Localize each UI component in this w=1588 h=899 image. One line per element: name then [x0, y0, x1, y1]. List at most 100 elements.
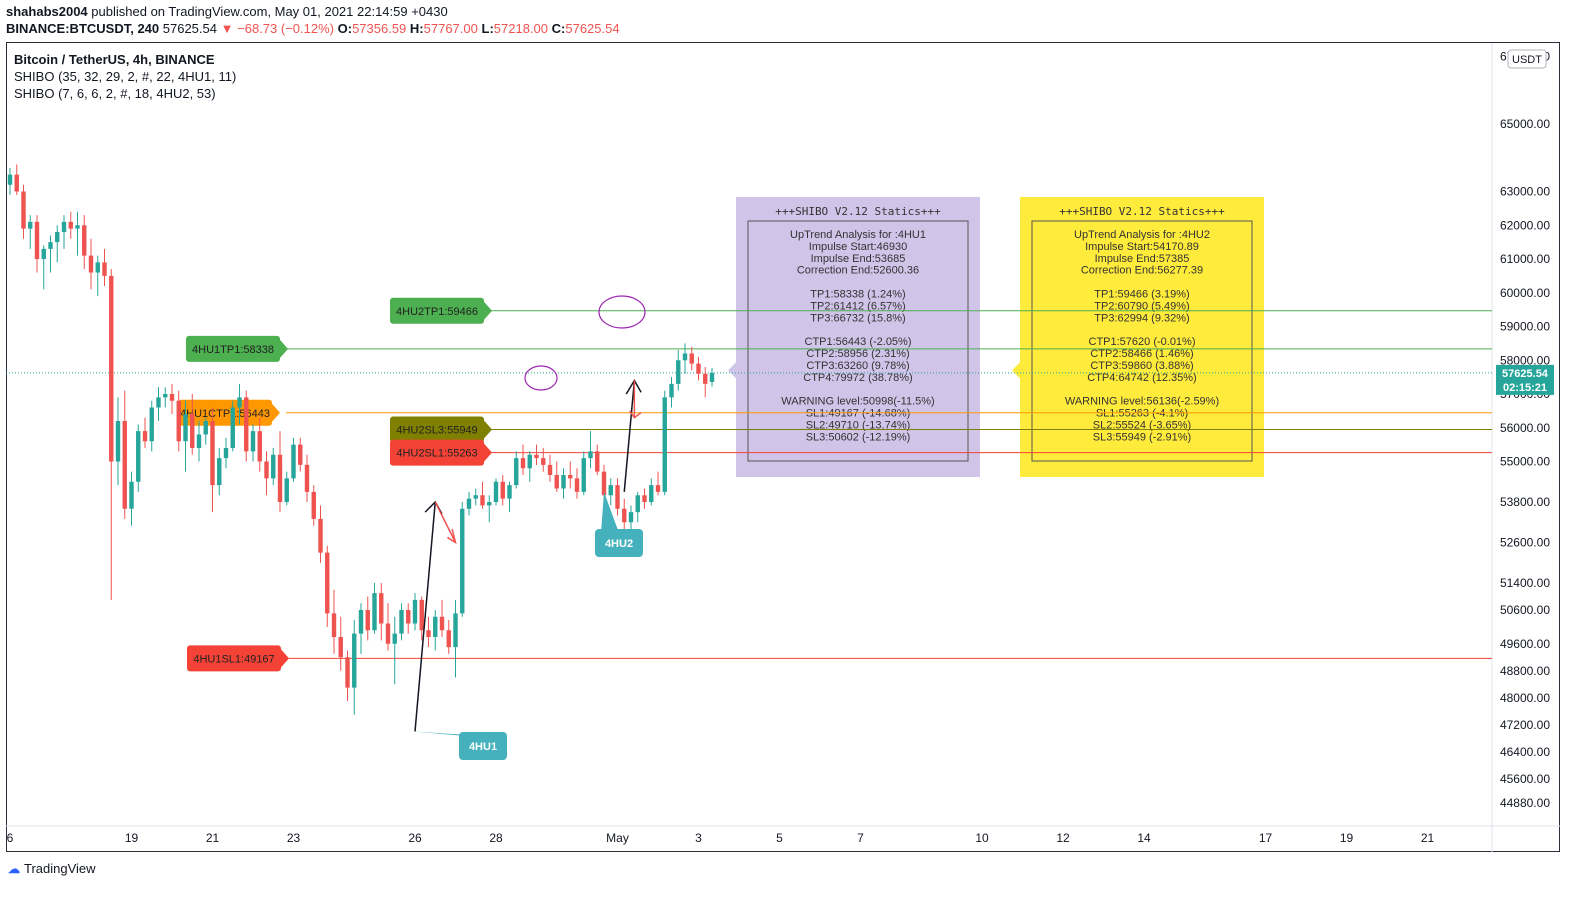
- candle: [95, 255, 100, 297]
- candle-body: [534, 454, 539, 459]
- candle-body: [352, 633, 357, 688]
- candle-body: [480, 495, 485, 506]
- x-tick-label: 26: [408, 831, 422, 845]
- candle-body: [61, 221, 67, 232]
- author-name[interactable]: shahabs2004: [6, 4, 88, 19]
- candle-body: [217, 458, 222, 486]
- stats-box-line: CTP1:56443 (-2.05%): [805, 336, 912, 348]
- candle-body: [703, 373, 708, 384]
- stats-box-line: Impulse End:57385: [1095, 253, 1190, 265]
- candle-body: [493, 481, 499, 502]
- x-tick-label: 21: [206, 831, 220, 845]
- tradingview-logo[interactable]: ☁ TradingView: [8, 861, 96, 876]
- candle-body: [446, 630, 451, 648]
- candle-body: [379, 593, 384, 624]
- y-tick-label: 46400.00: [1500, 745, 1550, 759]
- candle: [473, 488, 478, 506]
- countdown-badge-text: 02:15:21: [1503, 382, 1547, 394]
- candle-body: [257, 431, 262, 462]
- candle-body: [176, 400, 181, 442]
- level-tag-arrow: [280, 339, 288, 358]
- candle: [676, 350, 681, 391]
- level-tag: [390, 439, 484, 466]
- level-tag-label: 4HU2SL1:55263: [396, 448, 477, 460]
- highlight-circle: [524, 365, 558, 391]
- last-price-badge-text: 57625.54: [1502, 368, 1549, 380]
- candle-body: [595, 451, 600, 472]
- candle-body: [75, 225, 80, 229]
- callout-box: [595, 529, 643, 557]
- stats-box-line: CTP4:64742 (12.35%): [1087, 372, 1196, 384]
- candle: [217, 448, 222, 496]
- candle: [55, 225, 60, 263]
- candle-body: [115, 421, 121, 462]
- candle: [669, 377, 674, 408]
- stats-box-line: UpTrend Analysis for :4HU1: [790, 229, 926, 241]
- candle: [291, 437, 296, 482]
- stats-box-line: TP1:58338 (1.24%): [810, 289, 905, 301]
- candle-body: [338, 637, 343, 658]
- candle: [500, 475, 505, 506]
- y-tick-label: 55000.00: [1500, 455, 1550, 469]
- x-tick-label: 19: [1340, 831, 1354, 845]
- candle: [149, 400, 154, 452]
- candle: [163, 387, 168, 408]
- impulse-line-4hu1: [414, 501, 436, 732]
- candle-body: [460, 508, 465, 614]
- candle: [662, 390, 667, 496]
- candle-body: [615, 485, 620, 509]
- candle: [379, 583, 384, 641]
- stats-box-line: Impulse Start:46930: [809, 241, 907, 253]
- x-tick-label: May: [606, 831, 629, 845]
- ohlc-line: BINANCE:BTCUSDT, 240 57625.54 ▼ −68.73 (…: [6, 21, 620, 36]
- candle-body: [311, 491, 316, 519]
- stats-box-pointer: [1012, 362, 1020, 379]
- x-tick-label: 6: [7, 831, 14, 845]
- level-tag-label: 4HU2TP1:59466: [396, 306, 478, 318]
- candle: [115, 397, 121, 486]
- candle-body: [102, 262, 107, 276]
- candle-body: [55, 232, 60, 243]
- candle: [244, 390, 249, 462]
- stats-box-line: SL2:55524 (-3.65%): [1093, 419, 1191, 431]
- candle-body: [507, 485, 512, 499]
- candle-body: [365, 610, 370, 631]
- candle-body: [399, 610, 404, 634]
- candle: [75, 211, 80, 256]
- candle-body: [7, 174, 13, 185]
- candle-body: [318, 518, 323, 553]
- candle: [21, 184, 26, 239]
- y-tick-label: 58000.00: [1500, 353, 1550, 367]
- x-tick-label: 17: [1259, 831, 1273, 845]
- last-price-badge: [1496, 364, 1554, 395]
- open-value: 57356.59: [352, 21, 407, 36]
- candle-body: [682, 353, 688, 361]
- candle: [169, 383, 175, 415]
- candle: [554, 461, 559, 492]
- candle: [41, 245, 46, 290]
- legend-indicator-1[interactable]: SHIBO (35, 32, 29, 2, #, 22, 4HU1, 11): [14, 69, 237, 84]
- candle-body: [21, 191, 26, 229]
- candle-body: [358, 610, 364, 634]
- candle-body: [264, 461, 269, 479]
- candle-body: [163, 394, 168, 398]
- candle-body: [500, 481, 505, 499]
- level-tag-arrow: [484, 301, 492, 320]
- candle-body: [223, 448, 229, 459]
- candle: [703, 367, 708, 398]
- level-tag: [186, 335, 280, 362]
- candle: [61, 215, 67, 249]
- legend-indicator-2[interactable]: SHIBO (7, 6, 6, 2, #, 18, 4HU2, 53): [14, 86, 216, 101]
- candle: [460, 502, 465, 617]
- candle: [412, 593, 418, 631]
- callout-box: [459, 732, 507, 760]
- level-tag-arrow: [484, 420, 492, 439]
- y-tick-label: 47200.00: [1500, 718, 1550, 732]
- stats-box-line: TP1:59466 (3.19%): [1094, 289, 1189, 301]
- candle: [507, 481, 512, 513]
- candle-body: [392, 633, 397, 644]
- candle-body: [601, 471, 607, 496]
- candle-body: [41, 248, 46, 259]
- level-tag-label: 4HU2SL3:55949: [396, 424, 477, 436]
